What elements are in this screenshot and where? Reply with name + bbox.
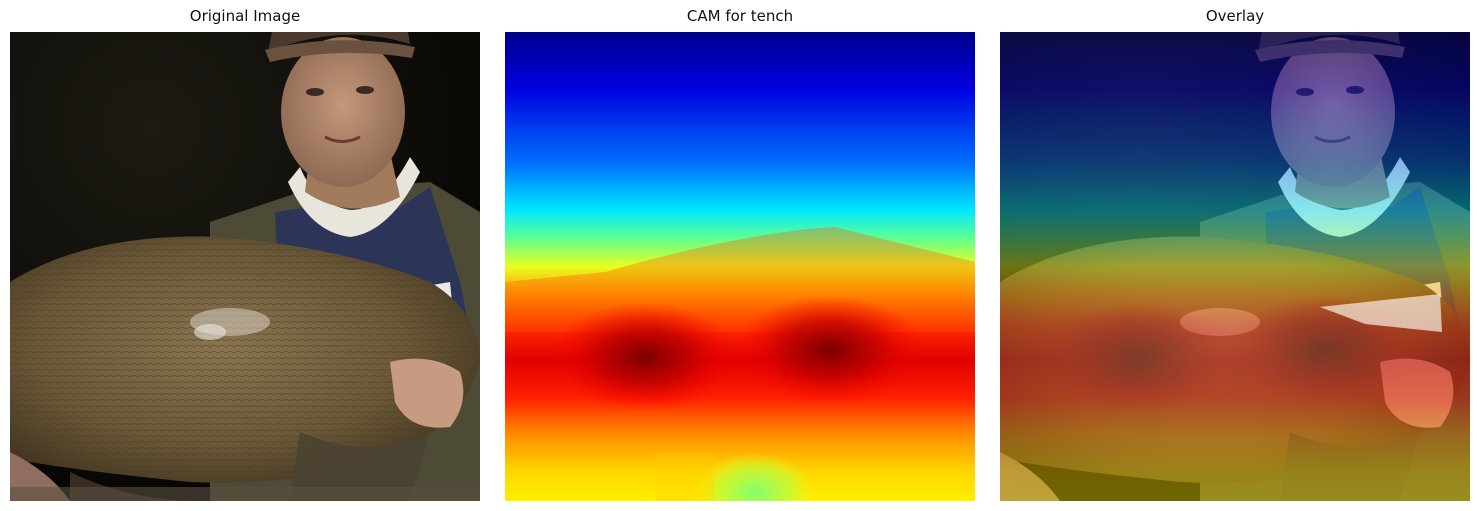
- overlay-image: [1000, 32, 1470, 501]
- panel-title-original: Original Image: [189, 7, 301, 25]
- panel-title-overlay: Overlay: [1205, 7, 1265, 25]
- panel-original: Original Image: [10, 0, 480, 511]
- cam-heatmap: [505, 32, 975, 501]
- original-image: [10, 32, 480, 501]
- panel-title-cam: CAM for tench: [686, 7, 794, 25]
- panel-overlay: Overlay: [1000, 0, 1470, 511]
- panel-cam: CAM for tench: [505, 0, 975, 511]
